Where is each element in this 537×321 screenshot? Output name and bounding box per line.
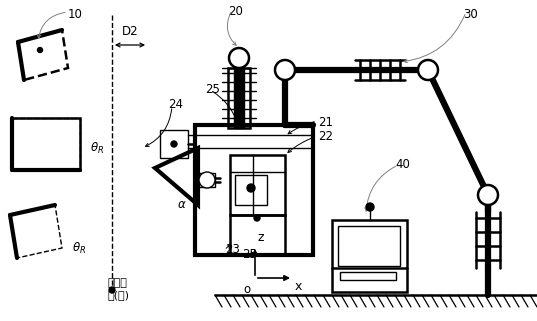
Bar <box>195 125 313 255</box>
Text: 40: 40 <box>395 158 410 171</box>
Text: x: x <box>295 280 302 293</box>
Circle shape <box>229 48 249 68</box>
Text: 21: 21 <box>318 116 333 129</box>
Text: 20: 20 <box>228 5 243 18</box>
Text: 30: 30 <box>463 8 478 21</box>
Circle shape <box>247 184 255 192</box>
Bar <box>235 175 267 205</box>
Text: $\alpha$: $\alpha$ <box>177 198 186 211</box>
Text: 基准位: 基准位 <box>108 278 128 288</box>
Text: 25: 25 <box>242 248 257 261</box>
Text: 25: 25 <box>205 83 220 96</box>
Text: 24: 24 <box>168 98 183 111</box>
Text: 置(右): 置(右) <box>108 290 130 300</box>
Bar <box>160 130 188 158</box>
Bar <box>199 173 215 187</box>
Text: 10: 10 <box>68 8 83 21</box>
Text: o: o <box>243 283 250 296</box>
Text: 22: 22 <box>318 130 333 143</box>
Bar <box>12 118 80 170</box>
Text: $\theta_R$: $\theta_R$ <box>90 141 104 156</box>
Circle shape <box>254 215 260 221</box>
Bar <box>230 155 285 215</box>
Circle shape <box>418 60 438 80</box>
Bar <box>228 68 250 128</box>
Circle shape <box>478 185 498 205</box>
Circle shape <box>171 141 177 147</box>
Circle shape <box>199 172 215 188</box>
Bar <box>230 215 285 255</box>
Circle shape <box>366 203 374 211</box>
Circle shape <box>275 60 295 80</box>
Circle shape <box>38 48 42 53</box>
Bar <box>234 68 244 128</box>
Text: 23: 23 <box>225 243 240 256</box>
Text: $\theta_R$: $\theta_R$ <box>72 240 86 256</box>
Circle shape <box>109 287 115 293</box>
Text: D2: D2 <box>122 25 139 38</box>
Bar <box>332 220 407 292</box>
Text: z: z <box>257 231 264 244</box>
Bar <box>340 272 396 280</box>
Bar <box>338 226 400 266</box>
Bar <box>12 118 80 170</box>
